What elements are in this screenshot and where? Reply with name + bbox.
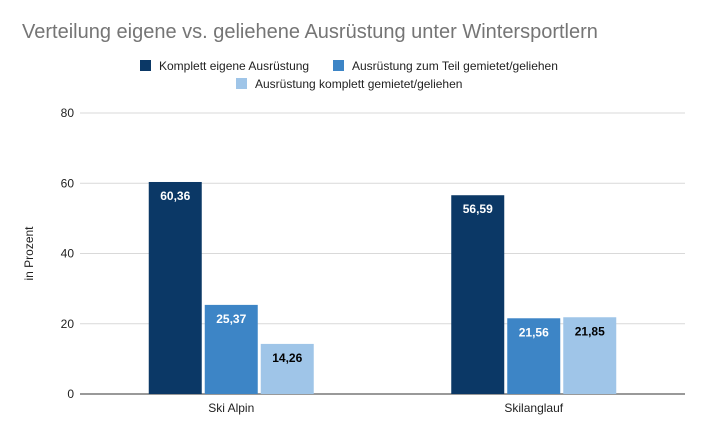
legend-label: Ausrüstung komplett gemietet/geliehen <box>255 77 462 91</box>
x-tick-label: Skilanglauf <box>504 401 563 415</box>
x-tick-label: Ski Alpin <box>208 401 254 415</box>
bar <box>507 318 561 394</box>
data-label: 56,59 <box>463 202 493 216</box>
data-label: 14,26 <box>272 351 302 365</box>
y-axis-title: in Prozent <box>22 226 36 281</box>
legend-swatch <box>140 60 151 71</box>
y-tick-label: 80 <box>61 106 75 120</box>
bar <box>563 317 617 394</box>
data-label: 21,56 <box>519 325 549 339</box>
y-tick-label: 60 <box>61 176 75 190</box>
chart-title: Verteilung eigene vs. geliehene Ausrüstu… <box>22 21 598 43</box>
bar <box>451 195 505 394</box>
legend-label: Ausrüstung zum Teil gemietet/geliehen <box>352 59 558 73</box>
y-tick-label: 0 <box>67 387 74 401</box>
legend-swatch <box>236 78 247 89</box>
data-label: 21,85 <box>575 324 605 338</box>
bar <box>260 343 314 394</box>
legend-label: Komplett eigene Ausrüstung <box>159 59 309 73</box>
data-label: 25,37 <box>216 312 246 326</box>
data-label: 60,36 <box>160 189 190 203</box>
y-tick-label: 40 <box>61 247 75 261</box>
legend-swatch <box>333 60 344 71</box>
y-tick-label: 20 <box>61 317 75 331</box>
bar <box>204 304 258 394</box>
bar <box>148 181 202 394</box>
